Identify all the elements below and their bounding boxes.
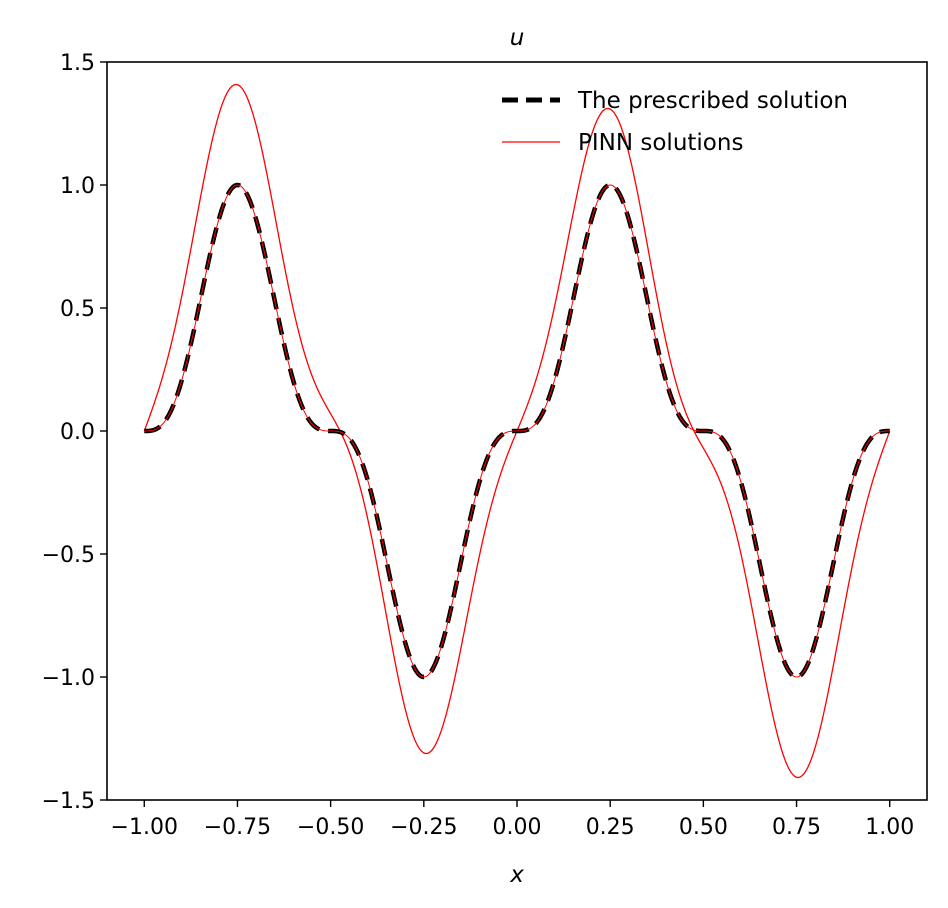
legend-label-prescribed: The prescribed solution <box>577 88 848 114</box>
x-axis-label: x <box>509 862 524 888</box>
x-tick-label: −0.50 <box>297 815 364 840</box>
y-tick-label: 0.5 <box>60 297 95 322</box>
x-tick-label: 0.00 <box>493 815 542 840</box>
y-tick-label: −1.5 <box>42 789 95 814</box>
y-tick-label: 1.5 <box>60 51 95 76</box>
x-tick-label: −1.00 <box>111 815 178 840</box>
x-tick-label: 0.25 <box>586 815 635 840</box>
series-layer <box>143 83 891 779</box>
y-tick-label: 0.0 <box>60 420 95 445</box>
y-axis-ticks: −1.5 −1.0 −0.5 0.0 0.5 1.0 1.5 <box>42 51 107 814</box>
x-tick-label: 0.50 <box>679 815 728 840</box>
chart-title: u <box>510 25 525 51</box>
y-tick-label: −1.0 <box>42 666 95 691</box>
x-tick-label: 1.00 <box>865 815 914 840</box>
x-axis-ticks: −1.00 −0.75 −0.50 −0.25 0.00 0.25 0.50 0.75 1.00 <box>111 800 914 840</box>
x-tick-label: −0.25 <box>390 815 457 840</box>
legend: The prescribed solution PINN solutions <box>502 88 848 156</box>
y-tick-label: 1.0 <box>60 174 95 199</box>
series-line-pinn-overlay <box>144 184 890 678</box>
y-tick-label: −0.5 <box>42 543 95 568</box>
x-tick-label: 0.75 <box>772 815 821 840</box>
legend-label-pinn: PINN solutions <box>578 130 743 156</box>
x-tick-label: −0.75 <box>204 815 271 840</box>
